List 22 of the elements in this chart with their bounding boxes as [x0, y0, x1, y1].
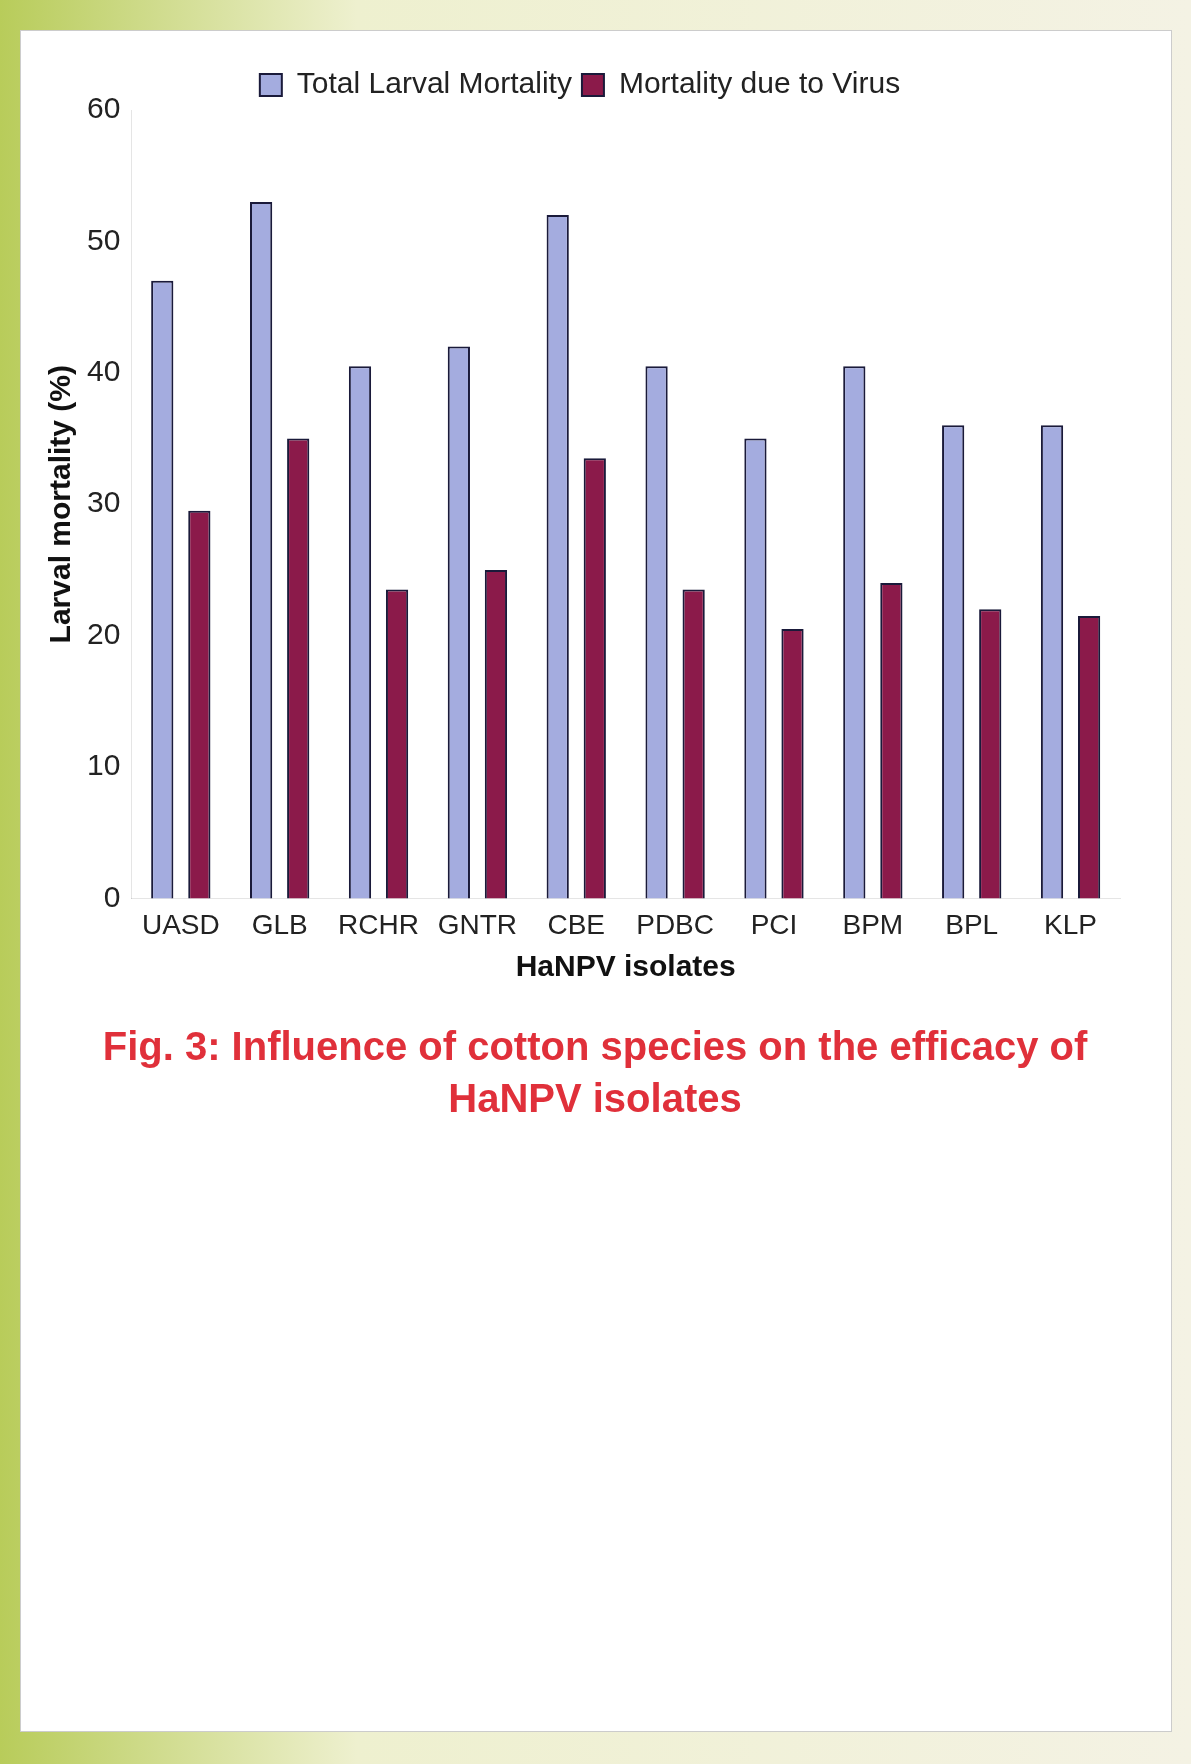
x-tick-label: KLP [1044, 908, 1098, 940]
legend-label: Mortality due to Virus [618, 66, 901, 100]
x-tick-label: RCHR [338, 908, 419, 940]
text: Fig. 3: Influence of cotton species on the efficacy of HaNPV isolates [101, 1023, 1089, 1122]
y-axis-title: Larval mortality (%) [43, 364, 77, 644]
x-tick-label: PCI [750, 908, 798, 940]
y-tick-label: 0 [103, 879, 121, 913]
y-tick-label: 50 [86, 222, 121, 256]
x-tick-label: BPL [945, 908, 999, 940]
x-tick-label: CBE [547, 908, 606, 940]
x-tick-label: UASD [141, 908, 220, 940]
x-tick-label: GLB [251, 908, 308, 940]
y-tick-label: 40 [86, 354, 121, 388]
x-axis-title: HaNPV isolates [515, 949, 736, 983]
y-tick-label: 20 [86, 616, 121, 650]
x-tick-label: GNTR [437, 908, 518, 940]
y-tick-label: 10 [86, 748, 121, 782]
y-tick-label: 60 [86, 91, 121, 125]
y-tick-label: 30 [86, 485, 121, 519]
x-tick-label: PDBC [636, 908, 715, 940]
x-tick-label: BPM [842, 908, 904, 940]
legend-label: Total Larval Mortality [296, 66, 572, 100]
